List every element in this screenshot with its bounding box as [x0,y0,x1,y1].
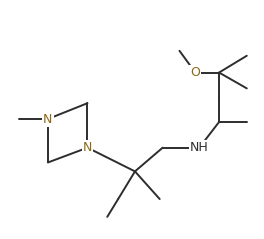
Text: O: O [190,66,200,79]
Text: N: N [43,113,53,125]
Text: N: N [83,141,92,154]
Text: NH: NH [190,141,209,154]
